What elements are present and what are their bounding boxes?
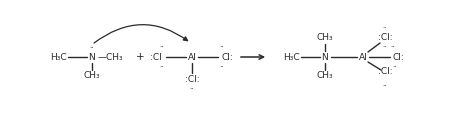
Text: Cl:: Cl:: [222, 52, 234, 61]
Text: CH₃: CH₃: [84, 71, 100, 81]
Text: ··: ··: [383, 25, 387, 31]
Text: Al: Al: [188, 52, 196, 61]
Text: ··: ··: [220, 64, 224, 70]
Text: +: +: [136, 52, 144, 62]
Text: CH₃: CH₃: [317, 71, 333, 81]
Text: Cl:: Cl:: [393, 52, 405, 61]
Text: ··: ··: [391, 44, 395, 50]
Text: ··: ··: [90, 45, 94, 51]
Text: :Cl:: :Cl:: [378, 66, 392, 76]
Text: ··: ··: [190, 86, 194, 92]
Text: Al: Al: [359, 52, 367, 61]
Text: ··: ··: [383, 44, 387, 50]
Text: H₃C: H₃C: [50, 52, 66, 61]
Text: :Cl: :Cl: [150, 52, 162, 61]
Text: ··: ··: [383, 83, 387, 89]
Text: —CH₃: —CH₃: [98, 52, 124, 61]
Text: N: N: [322, 52, 328, 61]
Text: ··: ··: [160, 64, 164, 70]
Text: ··: ··: [220, 44, 224, 50]
Text: ··: ··: [160, 44, 164, 50]
Text: N: N: [89, 52, 95, 61]
Text: CH₃: CH₃: [317, 34, 333, 42]
Text: :Cl:: :Cl:: [378, 34, 392, 42]
Text: ··: ··: [393, 64, 397, 70]
FancyArrowPatch shape: [94, 25, 188, 43]
Text: H₃C: H₃C: [283, 52, 299, 61]
Text: :Cl:: :Cl:: [185, 75, 199, 83]
